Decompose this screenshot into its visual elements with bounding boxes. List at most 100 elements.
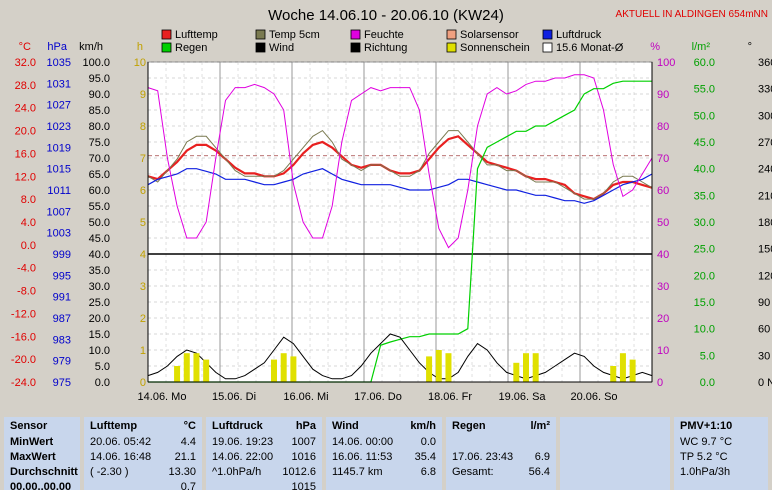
legend-label-9: 15.6 Monat-Ø: [556, 42, 624, 54]
series-feuchte: [147, 74, 653, 249]
sun-bar-3: [174, 366, 181, 382]
x-label-6: 20.06. So: [570, 391, 617, 403]
sun-bar-15: [290, 356, 297, 382]
tick-wind-13: 65.0: [89, 169, 110, 181]
tick-rain-2: 10.0: [694, 324, 715, 336]
tick-temp-4: -8.0: [17, 286, 36, 298]
tick-rain-3: 15.0: [694, 297, 715, 309]
tick-pressure-9: 1011: [47, 185, 71, 197]
wind-avg-value: 6.8: [420, 466, 436, 478]
tick-wind-1: 5.0: [95, 361, 110, 373]
tick-pressure-0: 975: [53, 377, 71, 389]
tick-sun-10: 10: [134, 57, 146, 69]
unit-rain: l/m²: [692, 41, 711, 53]
luftdruck-max-time: 14.06. 22:00: [212, 451, 274, 463]
tick-wind-10: 50.0: [89, 217, 110, 229]
tick-temp-3: -12.0: [11, 308, 36, 320]
tick-sun-5: 5: [140, 217, 146, 229]
tick-direction-3: 90 O: [758, 297, 772, 309]
tick-temp-2: -16.0: [11, 331, 36, 343]
luftdruck-min-time: 19.06. 19:23: [212, 436, 274, 448]
series-luftdruck: [147, 168, 653, 204]
panel-pmv: PMV+1:10 WC 9.7 °C TP 5.2 °C 1.0hPa/3h: [674, 417, 768, 490]
lufttemp-min-time: 20.06. 05:42: [90, 436, 152, 448]
legend-label-3: Solarsensor: [460, 29, 519, 41]
legend-swatch-3: [446, 29, 457, 40]
tick-direction-8: 240: [758, 164, 772, 176]
x-label-2: 16.06. Mi: [283, 391, 328, 403]
sun-bar-38: [513, 362, 520, 382]
unit-celsius: °C: [19, 41, 31, 53]
tick-pressure-7: 1003: [47, 228, 71, 240]
chart-title: Woche 14.06.10 - 20.06.10 (KW24): [268, 7, 504, 24]
wind-max-value: 35.4: [414, 451, 436, 463]
tick-rain-12: 60.0: [694, 57, 715, 69]
sun-bar-49: [619, 353, 626, 382]
pmv-dewpoint: TP 5.2 °C: [680, 451, 728, 463]
legend-label-4: Luftdruck: [556, 29, 602, 41]
tick-rain-10: 50.0: [694, 110, 715, 122]
tick-temp-5: -4.0: [17, 263, 36, 275]
panel-luftdruck: Luftdruck hPa 19.06. 19:23 1007 14.06. 22:…: [206, 417, 322, 490]
luftdruck-unit: hPa: [295, 420, 316, 432]
tick-temp-6: 0.0: [21, 240, 36, 252]
tick-sun-6: 6: [140, 185, 146, 197]
sensor-row-avg: Durchschnitt: [10, 466, 78, 478]
tick-temp-14: 32.0: [15, 57, 36, 69]
tick-humidity-5: 50: [657, 217, 669, 229]
series-lufttemp: [147, 135, 653, 201]
stats-table: Sensor MinWert MaxWert Durchschnitt 00.0…: [0, 407, 772, 490]
sun-bar-50: [629, 359, 636, 382]
wind-distance: 1145.7 km: [332, 466, 383, 478]
luftdruck-trend: ^1.0hPa/h: [212, 466, 262, 478]
lufttemp-unit: °C: [183, 420, 196, 432]
tick-wind-17: 85.0: [89, 105, 110, 117]
tick-wind-19: 95.0: [89, 73, 110, 85]
legend-label-7: Richtung: [364, 42, 407, 54]
tick-sun-0: 0: [140, 377, 146, 389]
legend-swatch-9: [542, 42, 553, 53]
wind-unit: km/h: [410, 420, 436, 432]
tick-humidity-0: 0: [657, 377, 663, 389]
tick-direction-9: 270 W: [758, 137, 772, 149]
sensor-row-range: 00.00..00.00: [10, 481, 72, 490]
tick-rain-7: 35.0: [694, 190, 715, 202]
tick-pressure-6: 999: [53, 249, 71, 261]
tick-wind-8: 40.0: [89, 249, 110, 261]
tick-sun-4: 4: [140, 249, 146, 261]
tick-wind-6: 30.0: [89, 281, 110, 293]
tick-temp-7: 4.0: [21, 217, 36, 229]
wind-title: Wind: [332, 420, 359, 432]
tick-pressure-10: 1015: [47, 164, 71, 176]
tick-rain-6: 30.0: [694, 217, 715, 229]
tick-humidity-2: 20: [657, 313, 669, 325]
tick-wind-9: 45.0: [89, 233, 110, 245]
sun-bar-39: [523, 353, 529, 382]
tick-direction-11: 330: [758, 84, 772, 96]
tick-wind-2: 10.0: [89, 345, 110, 357]
legend-label-6: Wind: [269, 42, 294, 54]
tick-wind-4: 20.0: [89, 313, 110, 325]
tick-humidity-9: 90: [657, 89, 669, 101]
lufttemp-avg-value: 13.30: [168, 466, 196, 478]
tick-direction-5: 150: [758, 244, 772, 256]
wind-min-time: 14.06. 00:00: [332, 436, 394, 448]
tick-humidity-10: 100: [657, 57, 675, 69]
tick-wind-11: 55.0: [89, 201, 110, 213]
legend-swatch-8: [446, 42, 457, 53]
sun-bar-14: [280, 353, 287, 382]
tick-wind-5: 25.0: [89, 297, 110, 309]
sun-bar-40: [532, 353, 539, 382]
legend-label-5: Regen: [175, 42, 207, 54]
sun-bar-48: [610, 366, 617, 382]
tick-sun-7: 7: [140, 153, 146, 165]
series-temp-5cm: [147, 129, 653, 200]
x-label-0: 14.06. Mo: [138, 391, 187, 403]
lufttemp-max-time: 14.06. 16:48: [90, 451, 152, 463]
legend-label-2: Feuchte: [364, 29, 404, 41]
tick-pressure-5: 995: [53, 270, 71, 282]
unit-kmh: km/h: [79, 41, 103, 53]
luftdruck-min-value: 1007: [291, 436, 316, 448]
regen-unit: l/m²: [530, 420, 550, 432]
tick-temp-11: 20.0: [15, 126, 36, 138]
